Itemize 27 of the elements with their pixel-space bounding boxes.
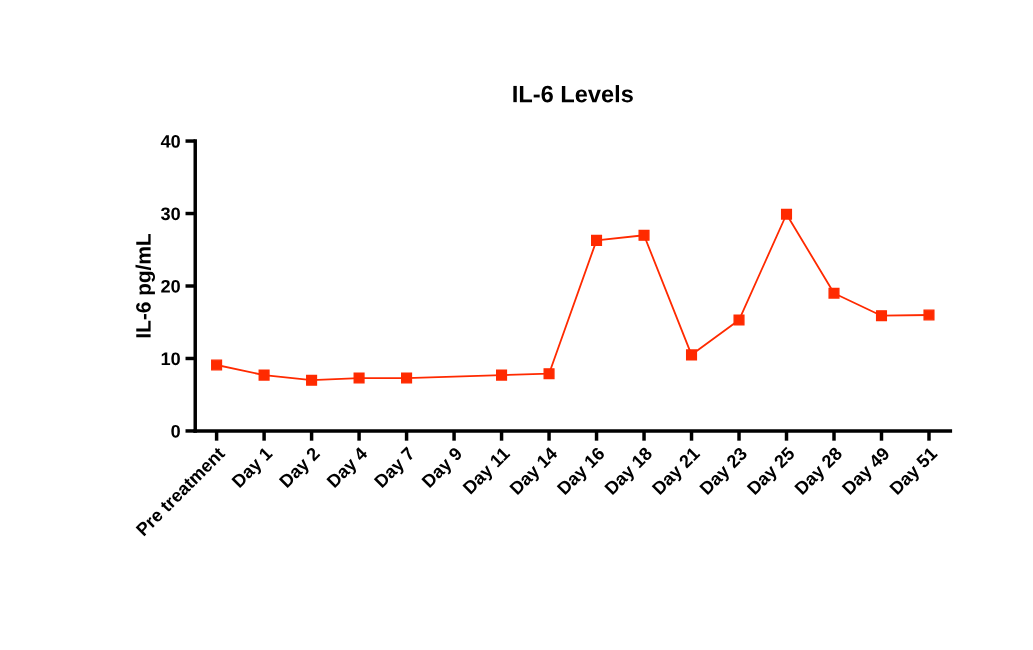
point — [828, 287, 840, 299]
y-tick-label: 0 — [171, 424, 180, 438]
point — [353, 372, 365, 384]
y-tick-label: 40 — [160, 134, 180, 148]
chart-title: IL-6 Levels — [513, 85, 633, 103]
point — [590, 234, 603, 246]
point — [733, 314, 745, 326]
point — [306, 374, 318, 386]
x-tick-label: Day 4 — [326, 446, 371, 491]
point — [496, 369, 508, 381]
point — [401, 372, 413, 384]
x-tick-label: Day 2 — [278, 446, 323, 491]
point — [875, 310, 888, 322]
point — [780, 208, 793, 220]
point — [685, 349, 698, 361]
y-tick-label: 30 — [160, 207, 180, 221]
point — [211, 359, 223, 371]
point — [258, 369, 270, 381]
point — [543, 368, 555, 380]
x-tick-label: Day 51 — [889, 446, 941, 498]
y-tick-label: 10 — [161, 352, 180, 366]
point — [638, 229, 650, 241]
point — [923, 309, 935, 321]
y-axis-title: IL-6 pg/mL — [135, 233, 156, 338]
y-tick-label: 20 — [161, 279, 180, 293]
x-tick-label: Day 1 — [231, 446, 276, 491]
x-tick-label: Day 7 — [373, 446, 418, 491]
